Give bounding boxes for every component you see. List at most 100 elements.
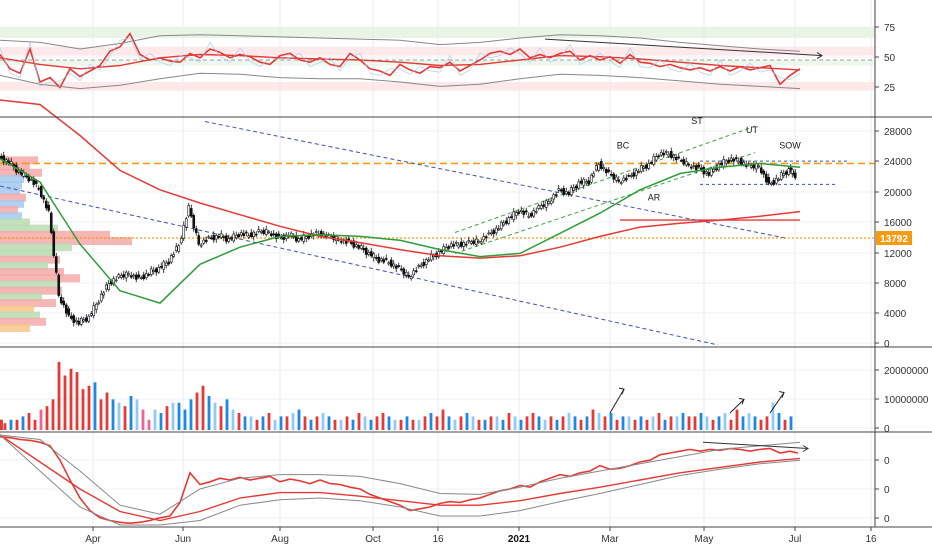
candle-body [282, 234, 286, 240]
candle-body [74, 319, 78, 322]
candle-body [669, 151, 673, 158]
volume-bar [489, 416, 493, 430]
candle-body [672, 155, 676, 158]
candle-body [539, 205, 543, 209]
candle-body [449, 243, 453, 247]
wyckoff-label: AR [648, 193, 661, 203]
rsi-upper-band [0, 46, 875, 56]
oscillator-panel [0, 434, 809, 526]
candle-body [122, 274, 126, 278]
candle-body [272, 233, 276, 236]
volume-bar [717, 416, 721, 430]
volume-bar [363, 416, 367, 430]
candle-body [662, 152, 666, 156]
volume-bar [231, 409, 235, 430]
candle-body [607, 169, 611, 172]
candle-body [647, 162, 651, 169]
volume-profile-bar [0, 199, 24, 208]
volume-bar [99, 399, 103, 430]
candle-body [692, 165, 696, 167]
candle-body [727, 159, 731, 163]
volume-bar [237, 412, 241, 430]
candle-body [299, 237, 303, 240]
candle-body [132, 274, 136, 277]
candle-body [149, 268, 153, 276]
volume-bar [543, 419, 547, 430]
candle-body [489, 232, 493, 235]
volume-bar [399, 419, 403, 430]
candle-body [32, 179, 36, 185]
time-tick-label: Jul [789, 534, 802, 545]
candle-body [729, 157, 733, 161]
volume-bar [219, 406, 223, 430]
candle-body [399, 268, 403, 271]
candle-body [574, 185, 578, 189]
candle-body [684, 161, 688, 166]
candle-body [369, 251, 373, 257]
candle-body [784, 171, 788, 175]
time-tick-label: Mar [601, 534, 619, 545]
trend-line [0, 185, 719, 346]
volume-bar [321, 412, 325, 430]
ma-long-line [0, 99, 801, 259]
volume-bar [273, 419, 277, 430]
oscillator-band-line [0, 434, 801, 526]
candle-body [377, 256, 381, 263]
candle-body [297, 238, 301, 242]
candle-body [184, 218, 188, 228]
candle-body [529, 213, 533, 217]
volume-bar [207, 395, 211, 430]
volume-bar [687, 416, 691, 430]
last-price-label: 13792 [880, 234, 908, 245]
candle-body [72, 315, 76, 323]
volume-bar [3, 423, 7, 430]
volume-bar [771, 402, 775, 430]
candle-body [639, 165, 643, 172]
candle-body [793, 172, 797, 179]
candle-body [752, 164, 756, 169]
volume-profile-bar [0, 286, 62, 295]
volume-bar [453, 419, 457, 430]
volume-profile-bar [0, 156, 38, 165]
candle-body [84, 317, 88, 322]
candle-body [107, 283, 111, 290]
candle-body [379, 258, 383, 261]
candle-body [629, 175, 633, 177]
candle-body [759, 167, 763, 174]
candle-body [689, 166, 693, 169]
candle-body [657, 155, 661, 158]
candle-body [24, 175, 28, 178]
candle-body [637, 171, 641, 173]
candle-body [527, 215, 531, 218]
rsi-panel [0, 27, 875, 91]
candle-body [42, 196, 46, 200]
candle-body [352, 240, 356, 248]
volume-bar [753, 416, 757, 430]
volume-profile-bar [0, 249, 54, 258]
candle-body [687, 163, 691, 166]
candle-body [382, 259, 386, 263]
candle-body [559, 189, 563, 192]
oscillator-ma-line [0, 434, 801, 522]
candle-body [609, 174, 613, 176]
candle-body [677, 156, 681, 159]
candle-body [89, 313, 93, 316]
candle-body [39, 185, 43, 198]
volume-bar [615, 419, 619, 430]
last-price-badge [876, 230, 912, 245]
candle-body [509, 216, 513, 218]
volume-bar [45, 406, 49, 430]
candle-body [622, 177, 626, 181]
volume-bar [117, 402, 121, 430]
rsi-divergence-line [544, 38, 823, 57]
volume-bar [93, 382, 97, 430]
volume-profile-bar [0, 317, 46, 326]
rsi-ma-line [0, 53, 801, 71]
volume-bar [141, 409, 145, 430]
volume-bar [573, 416, 577, 430]
volume-bar [303, 416, 307, 430]
time-tick-label: 2021 [508, 534, 531, 545]
candle-body [757, 165, 761, 168]
candle-body [537, 205, 541, 209]
